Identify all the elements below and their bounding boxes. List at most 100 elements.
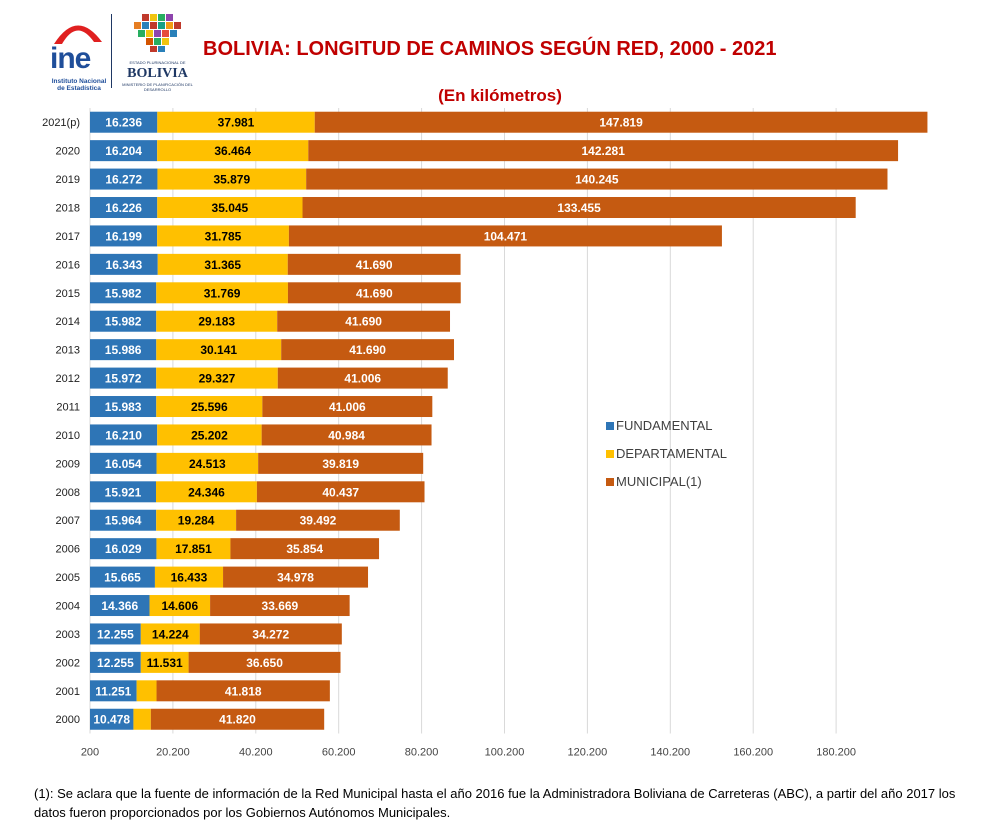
y-tick-label: 2018	[56, 203, 80, 215]
data-label: 36.650	[246, 656, 283, 670]
bar-chart: 16.236 37.981 147.819 16.204 36.464 142.281 16…	[42, 108, 928, 758]
legend-swatch-municipal	[606, 477, 614, 486]
bar-departamental	[156, 310, 278, 332]
data-label: 40.437	[322, 485, 359, 499]
data-label: 35.045	[212, 201, 249, 215]
bar-municipal	[306, 168, 888, 190]
y-tick-label: 2014	[56, 316, 80, 328]
data-label: 12.255	[97, 627, 134, 641]
y-axis-ticks: 2021(p) 2020 2019 2018 2017 2016 2015 2014 2013 2…	[42, 117, 80, 726]
bar-fundamental	[90, 651, 141, 673]
data-label: 15.972	[105, 372, 142, 386]
ine-logo: ine Instituto Nacional de Estadística	[48, 12, 106, 92]
bolivia-top-text: ESTADO PLURINACIONAL DE	[129, 60, 186, 65]
data-label: 147.819	[599, 116, 643, 130]
bar-municipal	[223, 566, 369, 588]
data-label: 36.464	[214, 144, 251, 158]
data-label: 41.690	[349, 343, 386, 357]
data-label: 41.690	[356, 258, 393, 272]
y-tick-label: 2006	[56, 544, 80, 556]
bar-municipal	[156, 680, 330, 702]
bar-fundamental	[90, 708, 134, 730]
x-tick-label: 60.200	[322, 746, 356, 758]
data-label: 31.785	[205, 229, 242, 243]
data-label: 41.818	[225, 684, 262, 698]
bar-departamental	[156, 367, 278, 389]
data-label: 19.284	[178, 514, 215, 528]
data-label: 15.921	[105, 485, 142, 499]
chart-subtitle: (En kilómetros)	[438, 86, 562, 105]
y-tick-label: 2010	[56, 430, 80, 442]
bars	[90, 111, 928, 730]
x-tick-label: 140.200	[650, 746, 690, 758]
x-tick-label: 160.200	[733, 746, 773, 758]
data-label: 16.343	[106, 258, 143, 272]
data-label: 14.606	[161, 599, 198, 613]
data-label: 34.272	[252, 627, 289, 641]
y-tick-label: 2019	[56, 174, 80, 186]
data-label: 104.471	[484, 229, 528, 243]
data-label: 41.006	[344, 372, 381, 386]
bar-departamental	[156, 452, 259, 474]
ine-logo-arc-icon	[54, 25, 102, 44]
data-label: 16.272	[105, 173, 142, 187]
bolivia-subtext: MINISTERIO DE PLANIFICACIÓN DEL DESARROL…	[122, 82, 193, 92]
data-label: 41.690	[345, 315, 382, 329]
data-label: 15.982	[105, 286, 142, 300]
y-tick-label: 2012	[56, 373, 80, 385]
data-label: 29.327	[199, 372, 236, 386]
header: ine Instituto Nacional de Estadística ES…	[0, 0, 989, 110]
bar-municipal	[277, 367, 448, 389]
bar-fundamental	[90, 566, 155, 588]
legend-label-departamental: DEPARTAMENTAL	[616, 446, 728, 461]
bar-departamental	[133, 708, 151, 730]
bar-fundamental	[90, 225, 158, 247]
bar-municipal	[288, 225, 722, 247]
data-label: 142.281	[581, 144, 625, 158]
y-tick-label: 2001	[56, 686, 80, 698]
bar-fundamental	[90, 367, 157, 389]
data-label: 30.141	[200, 343, 237, 357]
data-label: 41.820	[219, 713, 256, 727]
y-tick-label: 2003	[56, 629, 80, 641]
bar-departamental	[157, 197, 303, 219]
legend-item-departamental: DEPARTAMENTAL	[606, 446, 727, 461]
data-label: 24.346	[188, 485, 225, 499]
data-label: 16.029	[105, 542, 142, 556]
legend-label-fundamental: FUNDAMENTAL	[616, 418, 713, 433]
bar-departamental	[157, 140, 309, 162]
data-label: 15.983	[105, 400, 142, 414]
bar-fundamental	[90, 168, 158, 190]
bar-fundamental	[90, 111, 158, 133]
bar-municipal	[287, 253, 461, 275]
bar-fundamental	[90, 509, 157, 531]
bar-departamental	[154, 566, 224, 588]
y-tick-label: 2013	[56, 345, 80, 357]
y-tick-label: 2005	[56, 572, 80, 584]
data-label: 31.769	[204, 286, 241, 300]
logo-divider	[111, 14, 112, 88]
data-label: 31.365	[204, 258, 241, 272]
y-tick-label: 2011	[56, 402, 80, 414]
bar-fundamental	[90, 339, 157, 361]
bar-departamental	[140, 623, 200, 645]
y-tick-label: 2000	[56, 714, 80, 726]
data-label: 34.978	[277, 571, 314, 585]
bar-municipal	[188, 651, 341, 673]
data-label: 16.433	[171, 571, 208, 585]
bar-fundamental	[90, 197, 158, 219]
bar-fundamental	[90, 595, 150, 617]
y-tick-label: 2002	[56, 657, 80, 669]
bar-fundamental	[90, 424, 158, 446]
bar-municipal	[150, 708, 325, 730]
ine-logo-subtext: Instituto Nacional de Estadística	[51, 78, 107, 92]
bar-departamental	[157, 111, 315, 133]
bar-municipal	[258, 452, 424, 474]
data-labels: 16.236 37.981 147.819 16.204 36.464 142.281 16…	[93, 116, 643, 727]
data-label: 133.455	[557, 201, 601, 215]
bar-municipal	[314, 111, 928, 133]
data-label: 25.202	[191, 428, 228, 442]
bar-municipal	[281, 339, 455, 361]
legend-item-municipal: MUNICIPAL(1)	[606, 474, 702, 489]
bar-departamental	[157, 168, 307, 190]
